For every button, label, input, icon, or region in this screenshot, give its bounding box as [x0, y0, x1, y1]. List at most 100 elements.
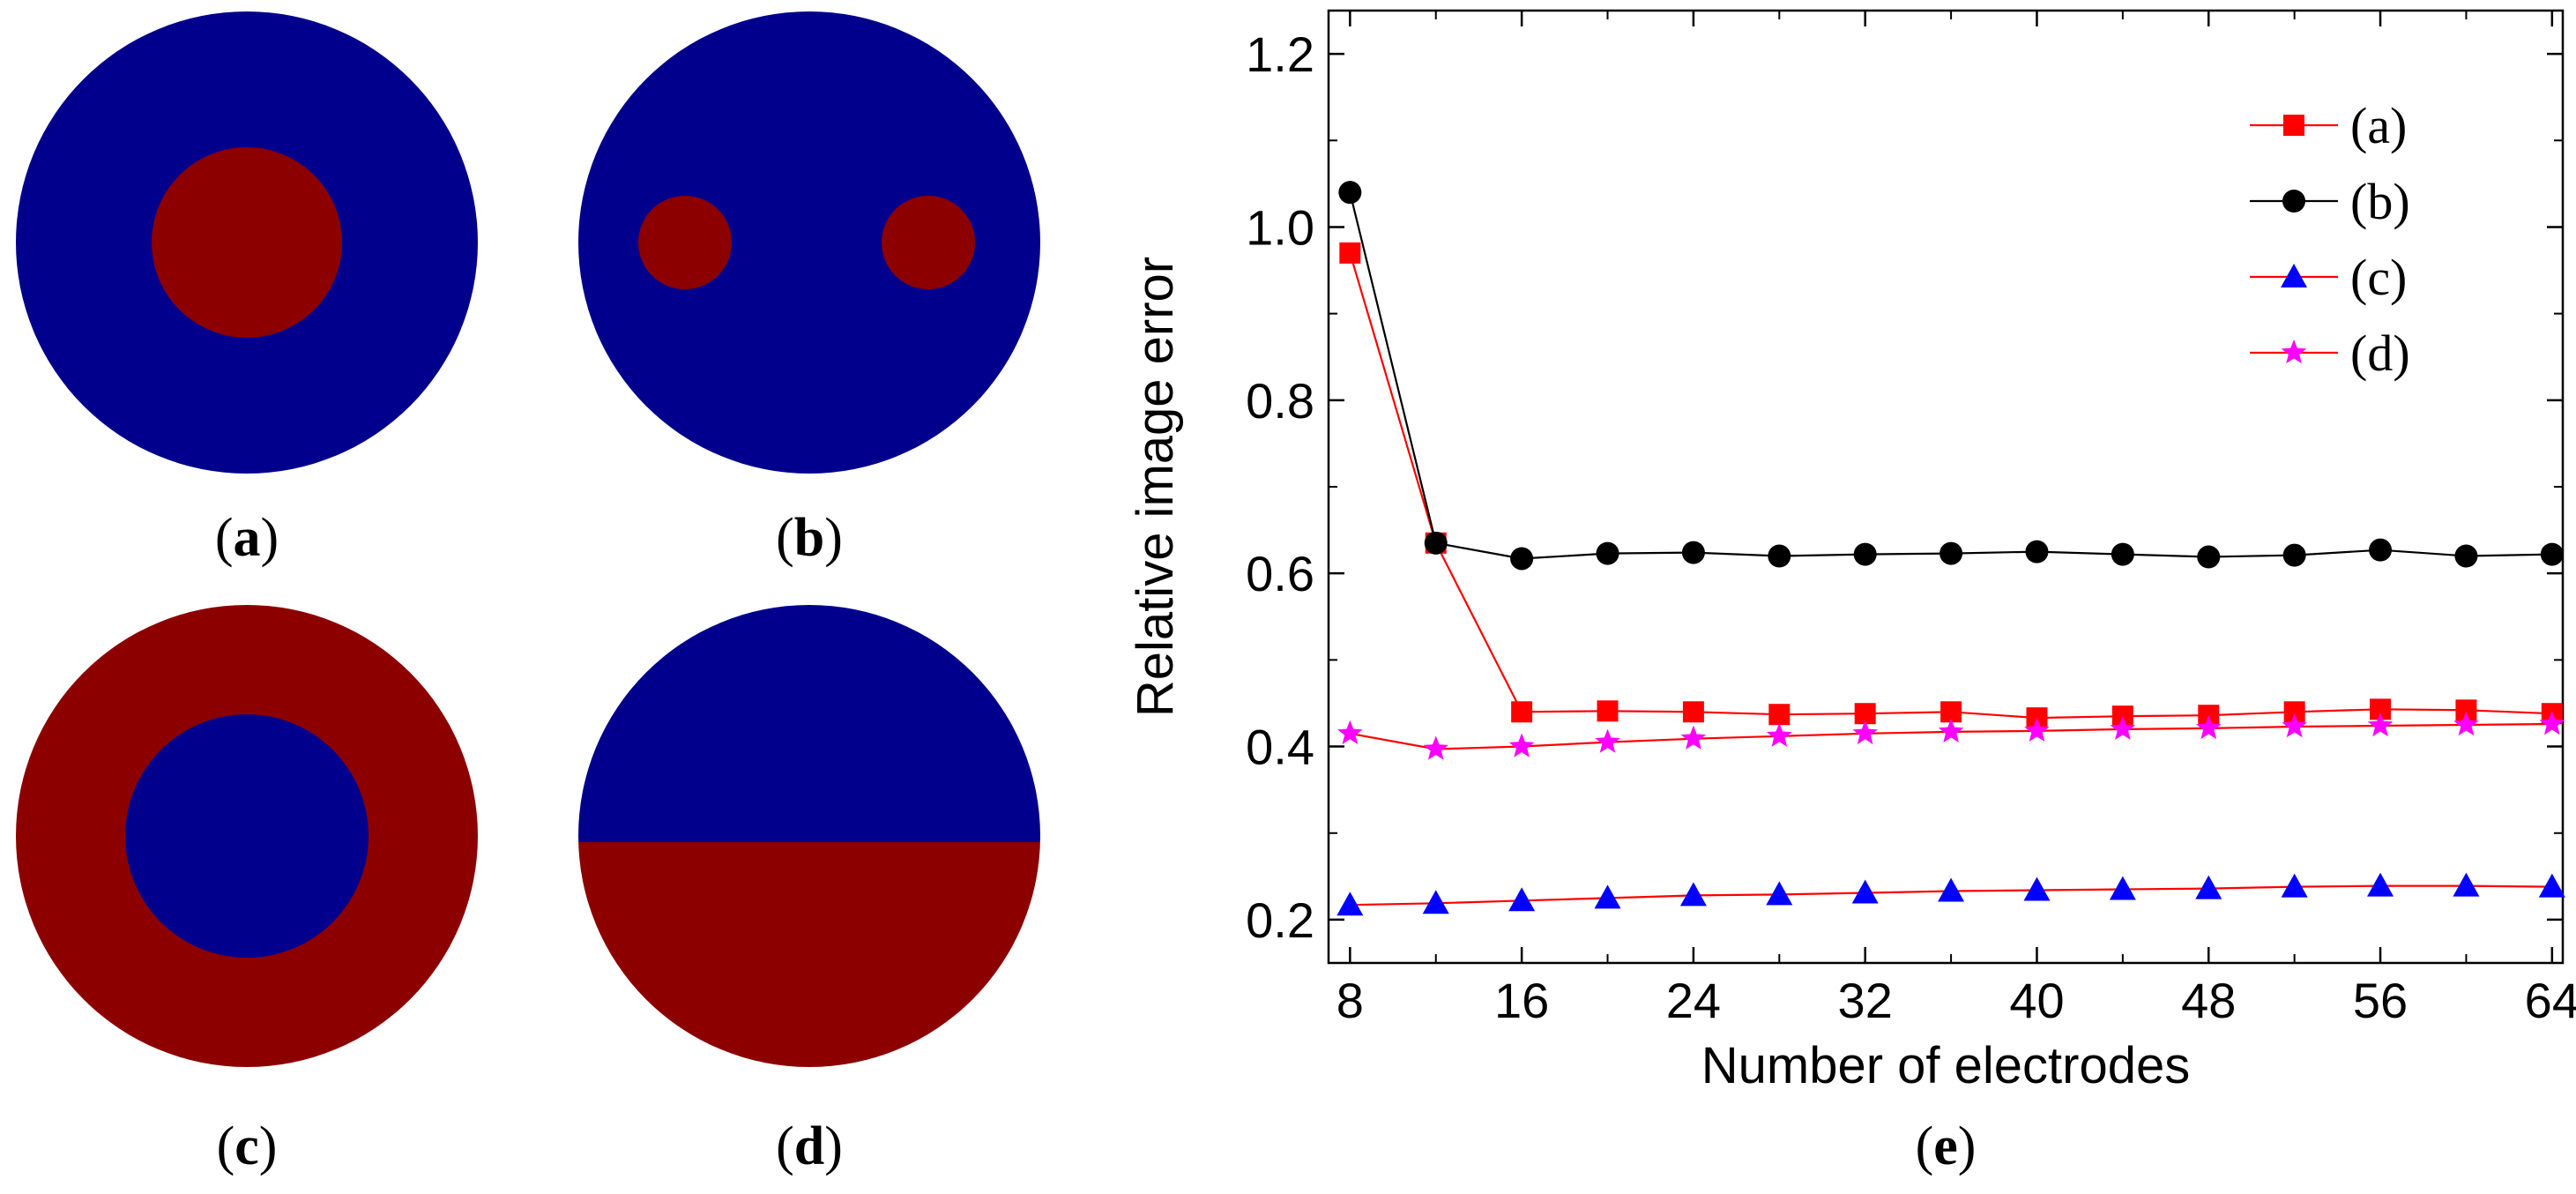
legend-entry: (b) — [2250, 173, 2410, 230]
y-tick-label: 1.0 — [1246, 199, 1314, 255]
y-axis-label: Relative image error — [1127, 257, 1184, 717]
data-point — [1680, 725, 1707, 750]
x-tick-label: 16 — [1494, 973, 1549, 1028]
panel-c-label: (c) — [217, 1116, 278, 1176]
data-point — [2453, 712, 2479, 736]
panel-b-label: (b) — [776, 508, 843, 568]
data-point — [2453, 872, 2480, 897]
data-point — [1768, 704, 1791, 726]
data-point — [1851, 879, 1879, 904]
panel-e-label: (e) — [1916, 1116, 1977, 1176]
panel-b-domain — [578, 11, 1040, 474]
series-markers-square — [1339, 242, 2563, 729]
x-tick-label: 64 — [2525, 973, 2576, 1028]
line-chart: 8 16 24 32 40 48 56 64 0.2 0.4 0.6 0.8 1.0 1.2 (a) (b)… — [1127, 9, 2576, 1176]
series-layer — [1336, 181, 2565, 916]
data-point — [2538, 873, 2565, 898]
data-point — [2111, 542, 2134, 566]
y-tick-label: 1.2 — [1246, 26, 1314, 82]
data-point — [1338, 181, 1362, 205]
data-point — [2110, 715, 2136, 740]
data-point — [1336, 892, 1364, 916]
legend-marker — [2283, 115, 2304, 136]
axis-ticks: 8 16 24 32 40 48 56 64 0.2 0.4 0.6 0.8 1.0 1.2 — [1246, 11, 2576, 1028]
series-markers-star — [1337, 711, 2565, 760]
x-tick-label: 8 — [1336, 973, 1364, 1028]
data-point — [2282, 713, 2307, 738]
panel-b: (b) — [578, 11, 1040, 568]
data-point — [1511, 701, 1533, 723]
data-point — [2197, 545, 2221, 569]
panel-b-inclusion-right — [882, 196, 975, 289]
data-point — [1939, 541, 1963, 565]
data-point — [2540, 542, 2564, 566]
data-point — [1339, 242, 1361, 264]
legend-entry: (d) — [2250, 325, 2410, 382]
data-point — [1681, 541, 1705, 564]
data-point — [2454, 544, 2478, 568]
panel-a-inclusion — [152, 147, 342, 338]
data-point — [2369, 538, 2393, 562]
x-tick-label: 32 — [1838, 973, 1893, 1028]
series-square — [1349, 252, 2552, 720]
panel-c: (c) — [16, 605, 478, 1176]
data-point — [1424, 531, 1448, 555]
legend-label: (c) — [2350, 249, 2407, 306]
y-tick-label: 0.8 — [1246, 373, 1314, 429]
data-point — [2282, 543, 2306, 567]
data-point — [1508, 887, 1536, 912]
y-tick-label: 0.4 — [1246, 720, 1314, 775]
data-point — [1679, 882, 1707, 907]
legend-marker — [2281, 340, 2307, 364]
data-point — [1682, 701, 1704, 723]
panel-c-inclusion — [125, 714, 369, 958]
data-point — [1510, 547, 1534, 571]
legend-marker — [2281, 264, 2307, 287]
data-point — [1595, 728, 1620, 753]
panel-b-inclusion-left — [638, 196, 732, 289]
data-point — [1766, 881, 1793, 906]
panel-d-top-region — [578, 605, 1040, 842]
y-tick-label: 0.6 — [1246, 546, 1314, 601]
legend-label: (a) — [2350, 97, 2407, 154]
data-point — [2367, 713, 2394, 737]
series-markers-circle — [1338, 181, 2564, 571]
data-point — [2195, 875, 2222, 899]
data-point — [1938, 877, 1965, 902]
panel-a-label: (a) — [215, 508, 279, 568]
panel-d-label: (d) — [776, 1116, 843, 1176]
data-point — [1852, 720, 1878, 744]
data-point — [2281, 873, 2308, 898]
data-point — [2025, 540, 2049, 563]
panel-d: (d) — [578, 605, 1040, 1176]
data-point — [1594, 884, 1621, 909]
data-point — [1767, 722, 1792, 747]
legend-label: (b) — [2350, 173, 2410, 230]
legend-label: (d) — [2350, 325, 2410, 382]
x-tick-label: 40 — [2009, 973, 2064, 1028]
data-point — [1596, 541, 1619, 565]
data-point — [1853, 542, 1877, 566]
panel-d-bottom-region — [578, 842, 1040, 1067]
data-point — [2196, 714, 2222, 740]
panel-a: (a) — [16, 11, 478, 568]
data-point — [1337, 720, 1363, 744]
data-point — [1597, 700, 1619, 722]
data-point — [1768, 544, 1791, 568]
data-point — [1508, 733, 1535, 757]
y-tick-label: 0.2 — [1246, 892, 1314, 948]
x-axis-label: Number of electrodes — [1701, 1037, 2190, 1094]
data-point — [2367, 872, 2394, 897]
data-point — [2539, 711, 2565, 735]
legend: (a) (b) (c) (d) — [2250, 97, 2410, 382]
data-point — [1422, 890, 1449, 914]
x-tick-label: 56 — [2353, 973, 2408, 1028]
data-point — [2024, 717, 2050, 742]
legend-entry: (a) — [2250, 97, 2407, 154]
data-point — [1938, 718, 1964, 743]
data-point — [2023, 877, 2051, 901]
series-markers-triangle — [1336, 872, 2565, 916]
data-point — [2109, 876, 2136, 900]
data-point — [1423, 735, 1448, 760]
